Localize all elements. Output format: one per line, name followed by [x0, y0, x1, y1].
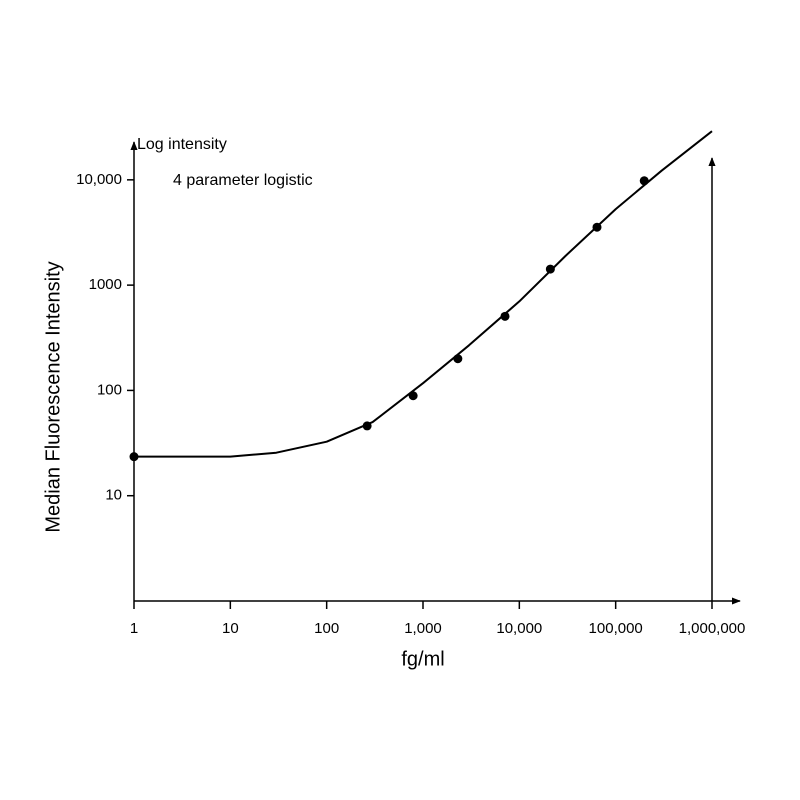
x-tick-label: 100	[314, 620, 339, 637]
fit-curve	[134, 130, 713, 458]
x-tick-label: 1	[130, 620, 138, 637]
annotation: 4 parameter logistic	[173, 172, 313, 189]
y-tick-label: 100	[97, 381, 122, 398]
data-point	[639, 176, 649, 186]
x-tick-label: 1,000,000	[679, 620, 746, 637]
y-axis-label: Median Fluorescence Intensity	[42, 261, 64, 532]
y-tick-label: 10,000	[76, 171, 122, 188]
annotation: Log intensity	[137, 136, 227, 153]
x-axis-label: fg/ml	[401, 648, 444, 670]
x-tick-label: 1,000	[404, 620, 442, 637]
data-point	[500, 311, 510, 321]
x-tick-label: 10	[222, 620, 239, 637]
x-tick-label: 100,000	[589, 620, 643, 637]
y-tick-label: 10	[105, 487, 122, 504]
x-tick-label: 10,000	[496, 620, 542, 637]
y-tick-label: 1000	[89, 276, 122, 293]
data-point	[545, 264, 555, 274]
